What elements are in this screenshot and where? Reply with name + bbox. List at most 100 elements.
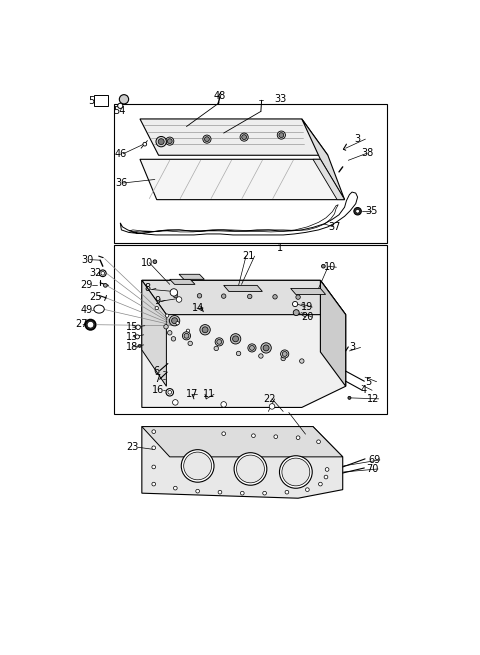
Text: 5: 5 xyxy=(365,377,372,386)
Ellipse shape xyxy=(152,482,156,486)
Text: 48: 48 xyxy=(214,91,226,101)
Text: 12: 12 xyxy=(367,394,380,404)
Text: 22: 22 xyxy=(263,394,276,404)
Ellipse shape xyxy=(234,453,267,485)
Ellipse shape xyxy=(158,139,164,145)
Ellipse shape xyxy=(166,314,169,317)
Text: 7: 7 xyxy=(154,374,160,384)
Ellipse shape xyxy=(101,271,105,275)
Text: 14: 14 xyxy=(192,303,204,313)
Ellipse shape xyxy=(236,351,241,356)
Ellipse shape xyxy=(188,341,192,346)
Ellipse shape xyxy=(164,324,168,329)
Ellipse shape xyxy=(322,265,325,268)
Ellipse shape xyxy=(169,316,180,326)
Ellipse shape xyxy=(166,137,174,145)
Ellipse shape xyxy=(274,435,277,439)
Polygon shape xyxy=(140,159,345,200)
Bar xyxy=(94,95,108,106)
Ellipse shape xyxy=(281,350,289,358)
Ellipse shape xyxy=(263,345,269,351)
Polygon shape xyxy=(140,119,328,155)
Text: 8: 8 xyxy=(145,284,151,293)
Ellipse shape xyxy=(143,142,147,146)
Ellipse shape xyxy=(233,336,239,342)
Ellipse shape xyxy=(319,482,322,486)
Ellipse shape xyxy=(305,488,309,491)
Ellipse shape xyxy=(85,320,96,330)
Ellipse shape xyxy=(155,307,158,310)
Ellipse shape xyxy=(200,325,210,335)
Ellipse shape xyxy=(156,136,167,147)
Ellipse shape xyxy=(250,346,254,350)
Polygon shape xyxy=(313,159,345,200)
Ellipse shape xyxy=(252,434,255,438)
Bar xyxy=(114,103,387,242)
Ellipse shape xyxy=(176,322,179,325)
Ellipse shape xyxy=(215,338,223,346)
Text: 1: 1 xyxy=(276,243,283,253)
Ellipse shape xyxy=(300,359,304,364)
Ellipse shape xyxy=(259,354,263,358)
Ellipse shape xyxy=(282,458,310,486)
Text: 46: 46 xyxy=(115,149,127,159)
Text: 19: 19 xyxy=(301,302,313,312)
Ellipse shape xyxy=(296,436,300,440)
Ellipse shape xyxy=(186,329,190,333)
Ellipse shape xyxy=(261,343,271,353)
Ellipse shape xyxy=(317,440,321,443)
Ellipse shape xyxy=(248,294,252,299)
Text: 9: 9 xyxy=(154,295,160,305)
Ellipse shape xyxy=(166,388,173,396)
Polygon shape xyxy=(142,280,346,314)
Ellipse shape xyxy=(293,310,299,316)
Text: 37: 37 xyxy=(328,222,340,232)
Text: 3: 3 xyxy=(349,343,356,352)
Ellipse shape xyxy=(237,455,264,483)
Text: 54: 54 xyxy=(113,106,125,117)
Ellipse shape xyxy=(171,337,176,341)
Text: 36: 36 xyxy=(115,178,127,188)
Ellipse shape xyxy=(240,491,244,495)
Ellipse shape xyxy=(87,322,94,328)
Ellipse shape xyxy=(118,103,123,109)
Polygon shape xyxy=(142,426,343,498)
Ellipse shape xyxy=(168,139,172,143)
Polygon shape xyxy=(170,279,195,284)
Ellipse shape xyxy=(292,301,298,307)
Text: 49: 49 xyxy=(81,305,93,315)
Text: 32: 32 xyxy=(89,269,101,278)
Ellipse shape xyxy=(176,297,182,302)
Text: 21: 21 xyxy=(242,251,255,261)
Polygon shape xyxy=(321,280,346,386)
Ellipse shape xyxy=(222,432,226,436)
Ellipse shape xyxy=(281,356,286,361)
Ellipse shape xyxy=(356,210,360,213)
Ellipse shape xyxy=(197,293,202,298)
Polygon shape xyxy=(120,192,358,235)
Text: 69: 69 xyxy=(368,455,380,465)
Ellipse shape xyxy=(354,208,361,215)
Ellipse shape xyxy=(279,456,312,488)
Ellipse shape xyxy=(94,305,104,313)
Text: 3: 3 xyxy=(354,134,360,144)
Text: 38: 38 xyxy=(361,148,373,159)
Ellipse shape xyxy=(273,295,277,299)
Ellipse shape xyxy=(221,294,226,298)
Text: 23: 23 xyxy=(126,442,139,453)
Ellipse shape xyxy=(277,131,286,139)
Ellipse shape xyxy=(136,325,140,329)
Ellipse shape xyxy=(263,491,266,495)
Text: 70: 70 xyxy=(366,464,378,474)
Ellipse shape xyxy=(218,491,222,494)
Bar xyxy=(114,245,387,414)
Ellipse shape xyxy=(296,295,300,299)
Text: 10: 10 xyxy=(141,257,153,268)
Ellipse shape xyxy=(325,468,329,472)
Text: 11: 11 xyxy=(203,389,215,400)
Text: 10: 10 xyxy=(324,262,336,272)
Text: 17: 17 xyxy=(186,389,198,400)
Ellipse shape xyxy=(181,450,214,482)
Text: 53: 53 xyxy=(88,96,100,106)
Polygon shape xyxy=(179,274,204,279)
